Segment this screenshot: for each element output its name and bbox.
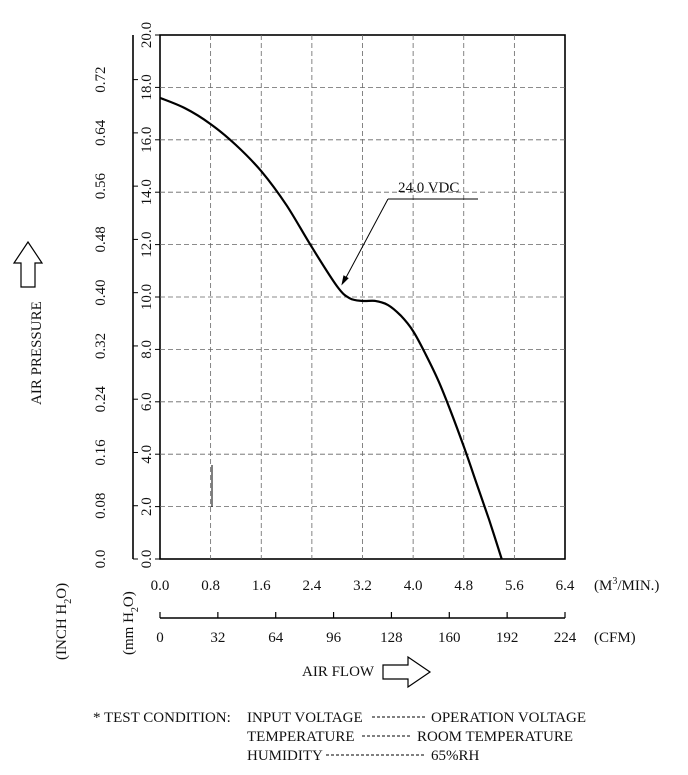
condition-value: ROOM TEMPERATURE (417, 729, 573, 745)
m3-tick-label: 2.4 (303, 578, 322, 594)
annotation-arrowhead (341, 275, 349, 286)
m3-tick-label: 0.8 (201, 578, 220, 594)
inch-tick-label: 0.72 (93, 66, 109, 92)
inch-unit-label: (INCH H2O) (54, 583, 74, 660)
arrow-right-icon (382, 655, 432, 689)
cfm-tick-label: 192 (496, 630, 519, 646)
cfm-tick-label: 0 (156, 630, 164, 646)
condition-label: INPUT VOLTAGE (247, 710, 363, 726)
inch-axis-ticks: 0.0 0.08 0.16 0.24 0.32 0.40 0.48 0.56 0.64 0.72 (93, 66, 138, 568)
annotation-leader (342, 198, 389, 283)
mm-tick-label: 2.0 (139, 497, 155, 516)
condition-value: OPERATION VOLTAGE (431, 710, 586, 726)
condition-label: TEMPERATURE (247, 729, 355, 745)
mm-tick-label: 20.0 (139, 22, 155, 48)
m3-tick-label: 0.0 (151, 578, 170, 594)
grid-lines (160, 35, 565, 559)
inch-tick-label: 0.48 (93, 226, 109, 252)
test-condition-prefix: * TEST CONDITION: (93, 710, 231, 726)
m3-tick-label: 6.4 (556, 578, 575, 594)
mm-tick-label: 12.0 (139, 231, 155, 257)
inch-tick-label: 0.40 (93, 280, 109, 306)
y-axis-title: AIR PRESSURE (29, 301, 45, 405)
m3-axis-ticks: 0.0 0.8 1.6 2.4 3.2 4.0 4.8 5.6 6.4 (151, 578, 575, 594)
condition-label: HUMIDITY (247, 748, 323, 764)
m3-tick-label: 5.6 (505, 578, 524, 594)
cfm-tick-label: 224 (554, 630, 577, 646)
inch-tick-label: 0.32 (93, 333, 109, 359)
cfm-tick-label: 96 (326, 630, 342, 646)
mm-tick-label: 4.0 (139, 445, 155, 464)
inch-tick-label: 0.24 (93, 386, 109, 413)
m3-tick-label: 1.6 (252, 578, 271, 594)
inch-tick-label: 0.56 (93, 173, 109, 200)
mm-tick-label: 8.0 (139, 340, 155, 359)
curve-layer: 24.0 VDC (159, 96, 503, 560)
mm-tick-label: 18.0 (139, 74, 155, 100)
cfm-tick-label: 32 (210, 630, 225, 646)
condition-value: 65%RH (431, 748, 480, 764)
cfm-tick-label: 160 (438, 630, 461, 646)
m3-tick-label: 3.2 (353, 578, 372, 594)
m3-tick-label: 4.0 (404, 578, 423, 594)
m3-tick-label: 4.8 (454, 578, 473, 594)
cfm-axis-ticks: 0 32 64 96 128 160 192 224 (156, 612, 577, 646)
cfm-tick-label: 64 (268, 630, 284, 646)
arrow-up-icon (12, 240, 44, 288)
test-condition: * TEST CONDITION: INPUT VOLTAGE OPERATIO… (93, 710, 586, 764)
mm-tick-label: 16.0 (139, 127, 155, 153)
annotation-label: 24.0 VDC (398, 180, 459, 196)
x-axis-title: AIR FLOW (302, 664, 375, 680)
inch-tick-label: 0.08 (93, 493, 109, 519)
inch-tick-label: 0.16 (93, 439, 109, 466)
mm-unit-label: (mm H2O) (121, 591, 141, 655)
mm-tick-label: 6.0 (139, 392, 155, 411)
inch-tick-label: 0.0 (93, 550, 109, 569)
mm-tick-label: 14.0 (139, 179, 155, 205)
cfm-unit-label: (CFM) (594, 630, 636, 646)
inch-tick-label: 0.64 (93, 119, 109, 146)
m3-unit-label: (M3/MIN.) (594, 576, 659, 594)
series-line-24vdc (159, 96, 503, 560)
cfm-tick-label: 128 (380, 630, 403, 646)
mm-tick-label: 0.0 (139, 550, 155, 569)
mm-tick-label: 10.0 (139, 284, 155, 310)
mm-axis-ticks: 0.0 2.0 4.0 6.0 8.0 10.0 12.0 14.0 16.0 18.0 20.0 (139, 22, 160, 569)
